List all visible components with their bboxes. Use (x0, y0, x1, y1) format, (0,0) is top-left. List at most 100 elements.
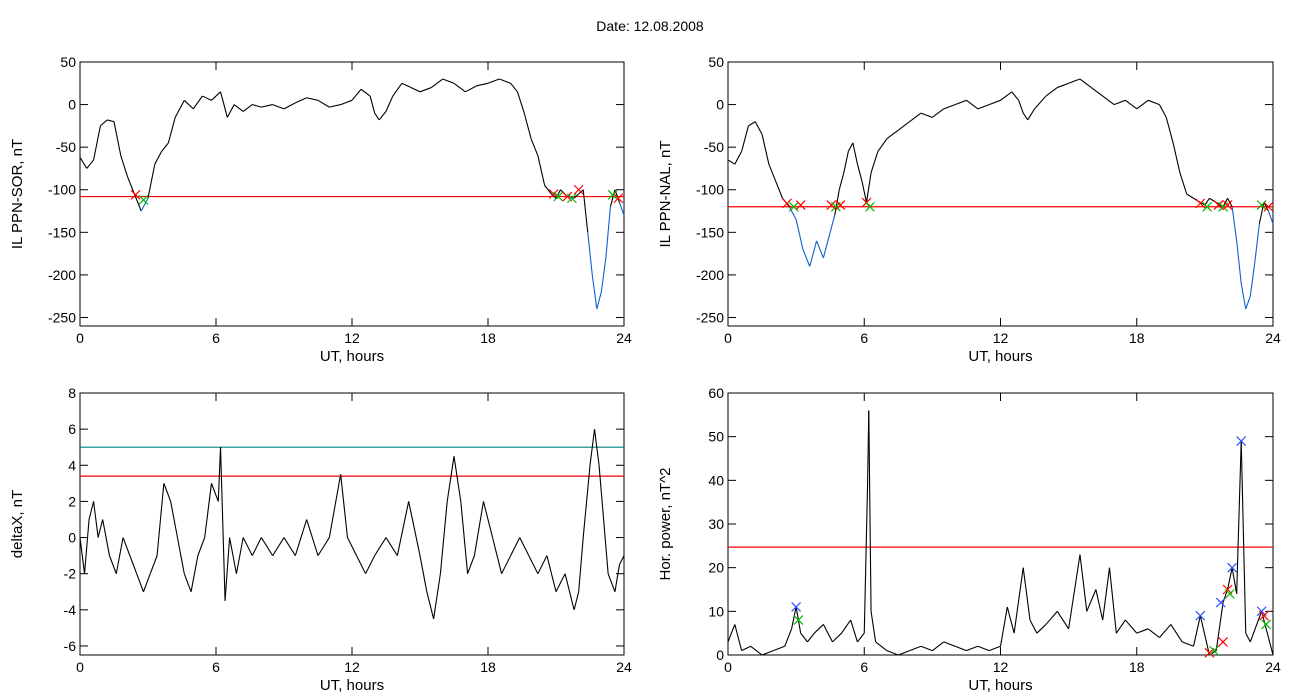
series-segment (115, 537, 124, 574)
series-segment (856, 164, 863, 182)
series-segment (578, 537, 584, 592)
series-segment (79, 157, 88, 169)
series-segment (734, 151, 743, 165)
series-segment (832, 632, 842, 643)
series-segment (868, 410, 872, 612)
marker-stroke (613, 193, 624, 204)
marker-stroke (791, 602, 802, 612)
series-segment (272, 104, 285, 110)
series-segment (154, 151, 163, 165)
marker-stroke (1227, 562, 1238, 573)
series-segment (861, 181, 868, 203)
series-segment (1091, 87, 1104, 97)
figure-title: Date: 12.08.2008 (596, 18, 704, 34)
series-segment (1115, 619, 1126, 634)
series-segment (870, 151, 879, 173)
series-segment (385, 95, 394, 112)
series-segment (127, 176, 135, 195)
series-segment (1022, 112, 1029, 121)
series-segment (800, 632, 808, 643)
series-segment (396, 501, 410, 556)
series-segment (129, 555, 138, 574)
series-segment (233, 104, 244, 112)
data-marker (138, 195, 149, 205)
series-segment (807, 632, 815, 643)
data-marker (566, 193, 577, 204)
marker-stroke (1218, 636, 1228, 647)
series-segment (537, 555, 548, 574)
series-segment (977, 645, 990, 652)
data-marker (788, 201, 799, 212)
series-segment (1231, 206, 1238, 241)
plot-frame (79, 392, 625, 656)
series-segment (727, 624, 736, 643)
y-tick-label: 60 (708, 385, 724, 401)
series-segment (593, 429, 600, 466)
series-segment (431, 78, 443, 88)
series-segment (1108, 567, 1117, 634)
series-segment (1179, 172, 1188, 195)
y-tick-label: 50 (708, 429, 724, 445)
x-tick-label: 12 (344, 330, 360, 346)
y-tick-label: -200 (48, 267, 76, 283)
series-segment (163, 483, 172, 502)
series-segment (197, 537, 206, 556)
series-segment (1192, 615, 1201, 647)
series-segment (1249, 611, 1263, 643)
series-segment (530, 138, 539, 156)
series-segment (1068, 78, 1081, 84)
series-segment (433, 573, 441, 619)
y-tick-label: -100 (48, 182, 76, 198)
series-segment (1136, 628, 1149, 634)
series-segment (100, 119, 108, 127)
series-segment (791, 606, 797, 629)
x-axis-label: UT, hours (320, 677, 384, 694)
marker-stroke (1213, 200, 1224, 210)
series-segment (838, 172, 845, 190)
data-marker (1258, 610, 1269, 621)
series-segment (591, 274, 598, 310)
series-segment (1215, 602, 1224, 651)
x-tick-label: 18 (1129, 330, 1145, 346)
series-segment (1227, 567, 1233, 590)
marker-stroke (826, 200, 837, 210)
series-segment (1079, 78, 1092, 88)
series-segment (487, 78, 500, 84)
series-segment (750, 645, 763, 656)
series-segment (1036, 624, 1047, 634)
series-segment (784, 628, 793, 647)
series-segment (465, 85, 477, 93)
series-segment (340, 474, 349, 538)
series-segment (224, 537, 231, 601)
series-segment (1254, 223, 1260, 263)
series-segment (499, 78, 511, 84)
series-segment (108, 555, 117, 574)
series-segment (374, 537, 387, 556)
series-segment (1006, 606, 1015, 634)
series-segment (113, 121, 122, 156)
series-segment (537, 155, 546, 186)
series-segment (600, 257, 607, 293)
series-segment (283, 102, 296, 110)
series-segment (1079, 554, 1088, 612)
series-segment (734, 624, 743, 651)
series-segment (1027, 108, 1036, 121)
series-segment (467, 555, 475, 574)
series-segment (473, 501, 485, 556)
series-segment (1199, 615, 1210, 656)
series-segment (211, 95, 217, 101)
x-tick-label: 24 (616, 330, 632, 346)
series-segment (217, 447, 222, 502)
series-segment (1045, 610, 1058, 625)
series-segment (283, 537, 296, 556)
data-marker (613, 193, 624, 204)
series-segment (954, 99, 967, 106)
series-segment (761, 134, 770, 165)
data-marker (793, 615, 804, 625)
series-segment (1018, 100, 1024, 114)
marker-stroke (795, 200, 806, 210)
chart-panel-ppn-sor: 0 6 12 18 24 50 0 -50 -100 -150 -200 -250 UT, hours I… (9, 54, 632, 365)
series-segment (1102, 567, 1111, 621)
y-tick-label: -4 (64, 602, 77, 618)
series-segment (142, 573, 151, 592)
